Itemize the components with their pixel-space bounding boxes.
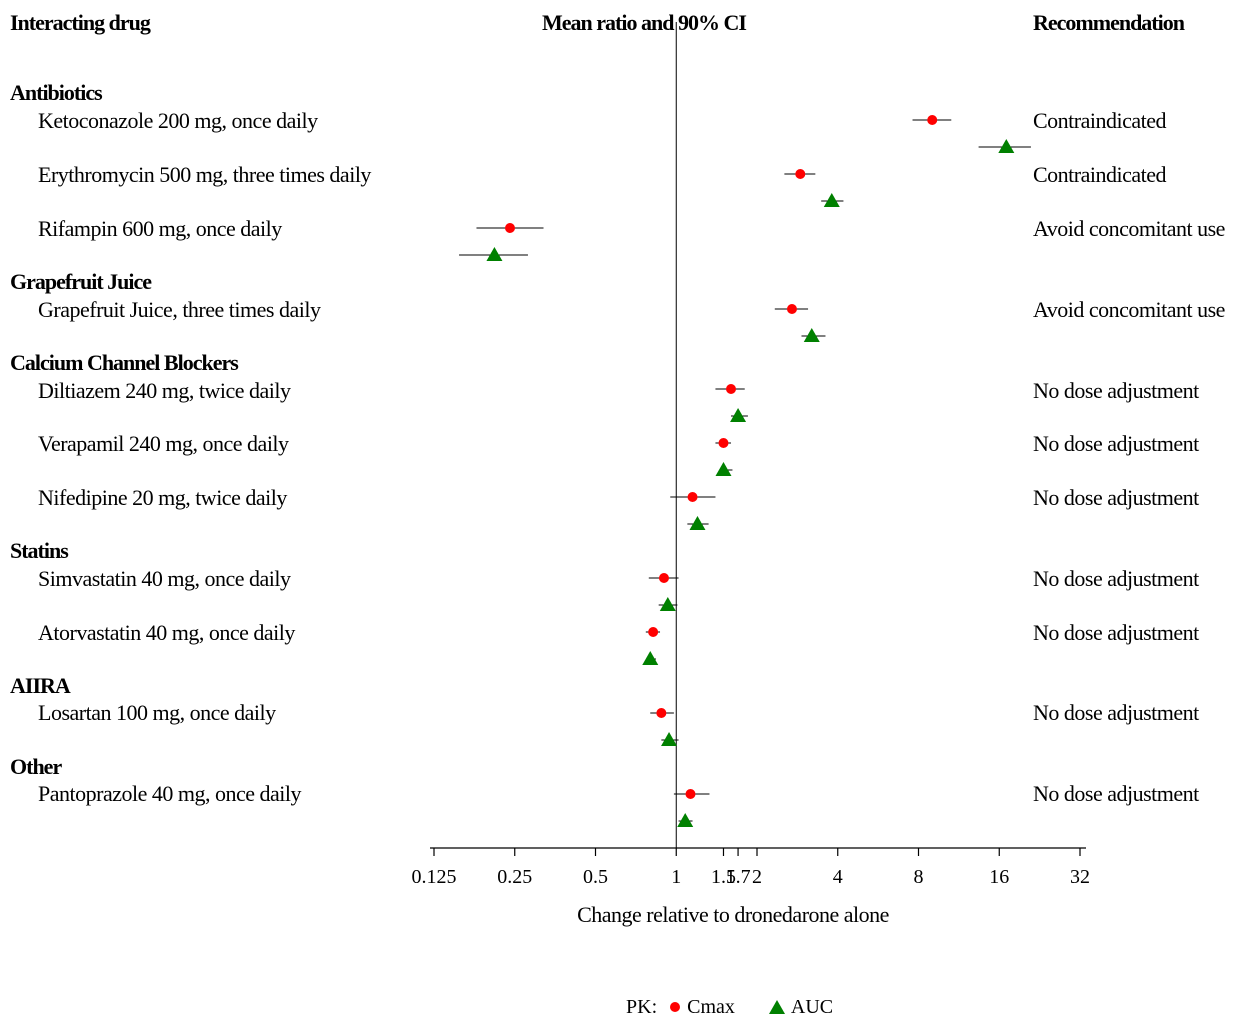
auc-point xyxy=(677,813,694,827)
cmax-point xyxy=(927,115,938,125)
x-tick-label: 1.5 xyxy=(711,866,736,888)
header-recommendation: Recommendation xyxy=(1033,10,1185,35)
group-label: AIIRA xyxy=(10,673,71,698)
group-label: Grapefruit Juice xyxy=(10,269,152,294)
recommendation-label: No dose adjustment xyxy=(1033,485,1199,510)
recommendation-label: No dose adjustment xyxy=(1033,431,1199,456)
cmax-point xyxy=(726,384,737,394)
x-tick-label: 16 xyxy=(989,866,1009,888)
auc-point xyxy=(823,193,840,207)
cmax-point xyxy=(504,223,515,233)
legend-auc-marker xyxy=(768,1000,785,1015)
cmax-point xyxy=(786,304,797,314)
cmax-point xyxy=(658,573,669,583)
drug-label: Erythromycin 500 mg, three times daily xyxy=(38,162,371,187)
drug-label: Pantoprazole 40 mg, once daily xyxy=(38,781,301,806)
drug-label: Diltiazem 240 mg, twice daily xyxy=(38,378,291,403)
recommendation-label: Avoid concomitant use xyxy=(1033,297,1225,322)
recommendation-label: No dose adjustment xyxy=(1033,781,1199,806)
cmax-point xyxy=(648,627,659,637)
legend-prefix: PK: xyxy=(626,995,658,1018)
drug-label: Atorvastatin 40 mg, once daily xyxy=(38,620,295,645)
drug-label: Grapefruit Juice, three times daily xyxy=(38,297,321,322)
recommendation-label: No dose adjustment xyxy=(1033,566,1199,591)
auc-point xyxy=(659,597,676,611)
recommendation-label: No dose adjustment xyxy=(1033,378,1199,403)
cmax-point xyxy=(795,169,806,179)
group-label: Other xyxy=(10,754,62,779)
group-label: Statins xyxy=(10,538,69,563)
drug-label: Nifedipine 20 mg, twice daily xyxy=(38,485,287,510)
x-tick-label: 32 xyxy=(1070,866,1090,888)
x-tick-label: 1 xyxy=(671,866,681,888)
x-tick-label: 0.5 xyxy=(583,866,608,888)
drug-label: Ketoconazole 200 mg, once daily xyxy=(38,108,318,133)
recommendation-label: Contraindicated xyxy=(1033,108,1167,133)
auc-point xyxy=(486,247,503,261)
auc-point xyxy=(803,328,820,342)
legend-cmax-label: Cmax xyxy=(687,995,735,1018)
x-tick-label: 8 xyxy=(914,866,924,888)
drug-label: Simvastatin 40 mg, once daily xyxy=(38,566,291,591)
x-tick-label: 2 xyxy=(752,866,762,888)
x-tick-label: 4 xyxy=(833,866,843,888)
auc-point xyxy=(661,732,678,746)
group-label: Calcium Channel Blockers xyxy=(10,350,239,375)
legend: PK: Cmax AUC xyxy=(626,995,833,1019)
recommendation-label: Avoid concomitant use xyxy=(1033,216,1225,241)
legend-auc-label: AUC xyxy=(790,995,834,1018)
auc-point xyxy=(730,408,747,422)
recommendation-label: No dose adjustment xyxy=(1033,620,1199,645)
x-axis-label: Change relative to dronedarone alone xyxy=(577,902,889,927)
auc-point xyxy=(642,651,659,665)
header-interacting-drug: Interacting drug xyxy=(10,10,151,35)
x-tick-label: 0.125 xyxy=(412,866,457,888)
drug-label: Verapamil 240 mg, once daily xyxy=(38,431,289,456)
cmax-point xyxy=(687,492,698,502)
group-label: Antibiotics xyxy=(10,80,103,105)
header-mean-ratio-ci: Mean ratio and 90% CI xyxy=(542,10,747,35)
recommendation-label: No dose adjustment xyxy=(1033,700,1199,725)
cmax-point xyxy=(656,708,667,718)
x-tick-label: 0.25 xyxy=(497,866,532,888)
x-tick-label: 1.7 xyxy=(726,866,751,888)
auc-point xyxy=(998,139,1015,153)
auc-point xyxy=(689,516,706,530)
drug-label: Losartan 100 mg, once daily xyxy=(38,700,276,725)
legend-cmax-marker xyxy=(670,1002,681,1013)
drug-label: Rifampin 600 mg, once daily xyxy=(38,216,282,241)
cmax-point xyxy=(685,789,696,799)
cmax-point xyxy=(718,438,729,448)
recommendation-label: Contraindicated xyxy=(1033,162,1167,187)
auc-point xyxy=(715,462,732,476)
